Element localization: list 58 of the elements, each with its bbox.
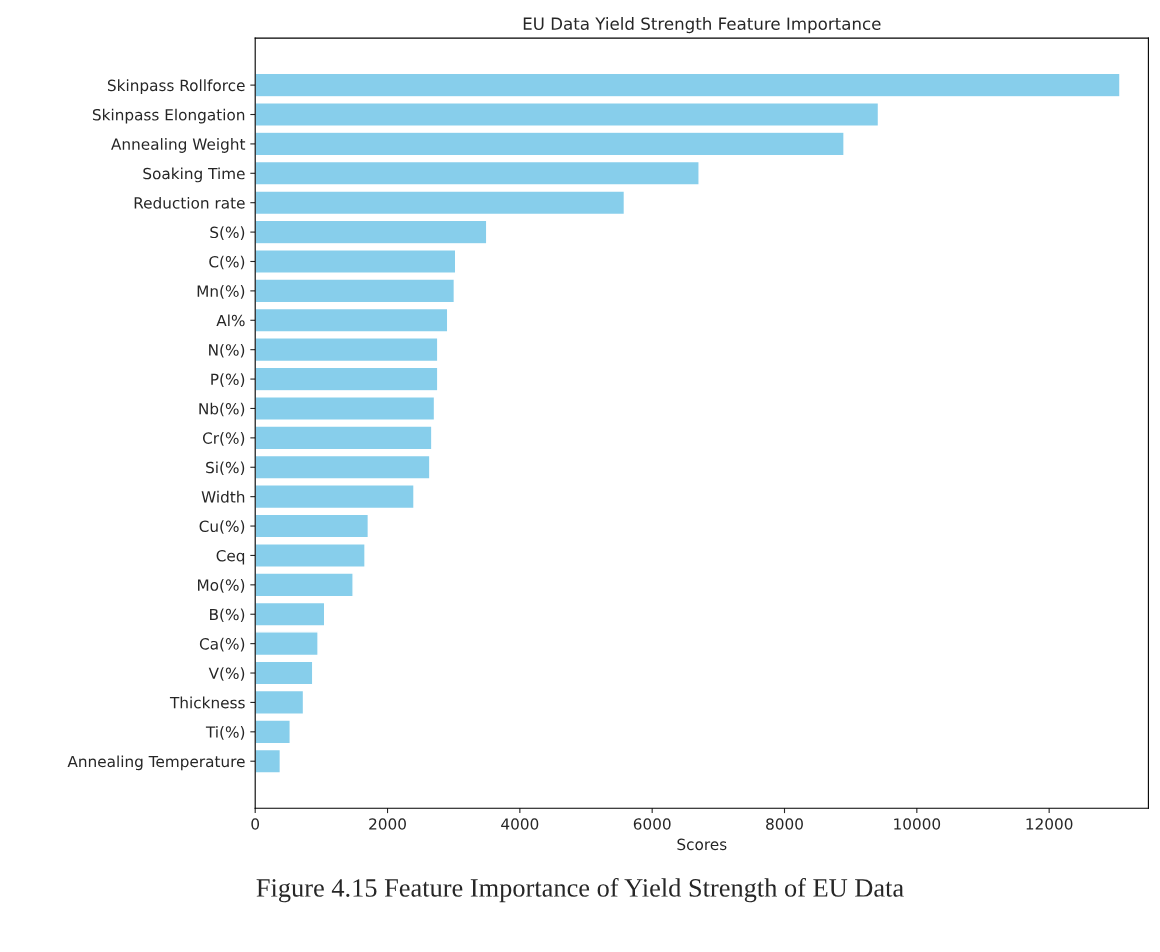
bar: [255, 160, 700, 186]
y-tick-label: B(%): [210, 608, 245, 623]
y-tick-label: Skinpass Elongation: [92, 108, 245, 124]
y-tick-label: Annealing Weight: [111, 138, 246, 153]
y-tick-label: V(%): [208, 667, 245, 681]
y-tick-label: Ceq: [216, 549, 245, 565]
chart-title: EU Data Yield Strength Feature Importance: [523, 17, 881, 34]
x-tick-label: 12000: [1026, 818, 1073, 830]
bar: [255, 396, 436, 421]
bar: [255, 484, 415, 510]
y-tick-label: Skinpass Rollforce: [107, 79, 245, 95]
bar: [255, 278, 456, 304]
y-tick-label: Nb(%): [199, 402, 245, 417]
y-tick-label: Cr(%): [202, 432, 245, 446]
y-tick-label: Reduction rate: [134, 196, 245, 209]
bar: [255, 72, 1121, 98]
x-tick-label: 4000: [501, 818, 539, 830]
bar: [255, 542, 366, 568]
y-tick-label: Thickness: [169, 696, 245, 709]
y-tick-label: Ti(%): [205, 726, 245, 740]
x-tick-label: 6000: [633, 818, 671, 830]
x-tick-label: 2000: [369, 818, 406, 830]
bar: [255, 601, 326, 627]
y-tick-label: P(%): [211, 373, 245, 387]
bar: [255, 249, 457, 274]
x-tick-label: 8000: [766, 818, 803, 830]
y-tick-label: Annealing Temperature: [67, 755, 245, 771]
bar: [255, 366, 439, 392]
bar: [255, 131, 845, 157]
bar: [255, 337, 439, 363]
x-axis-title: Scores: [677, 838, 727, 851]
bar: [255, 425, 433, 451]
y-tick-label: N(%): [209, 343, 245, 358]
bar: [255, 219, 488, 245]
bar: [255, 307, 449, 333]
y-tick-label: C(%): [209, 255, 245, 270]
y-tick-label: Soaking Time: [143, 167, 245, 183]
bar: [255, 102, 880, 127]
bar: [255, 660, 314, 686]
y-tick-label: Si(%): [206, 461, 245, 476]
y-tick-label: Ca(%): [199, 637, 245, 652]
x-tick-label: 0: [251, 818, 260, 830]
y-tick-label: Width: [201, 490, 245, 503]
bar: [255, 572, 354, 598]
bar: [255, 454, 431, 480]
y-tick-label: S(%): [210, 226, 245, 240]
y-tick-label: Mo(%): [198, 579, 245, 593]
bar: [255, 190, 626, 216]
y-tick-label: Mn(%): [197, 285, 245, 299]
caption: Figure 4.15 Feature Importance of Yield Strength of EU Data: [256, 877, 904, 903]
bar: [255, 748, 282, 774]
x-tick-label: 10000: [894, 818, 941, 830]
bar: [255, 719, 291, 745]
bar: [255, 513, 370, 539]
bar: [255, 631, 319, 657]
y-tick-label: Al%: [216, 314, 245, 327]
y-tick-label: Cu(%): [199, 520, 245, 534]
bar: [255, 689, 305, 715]
